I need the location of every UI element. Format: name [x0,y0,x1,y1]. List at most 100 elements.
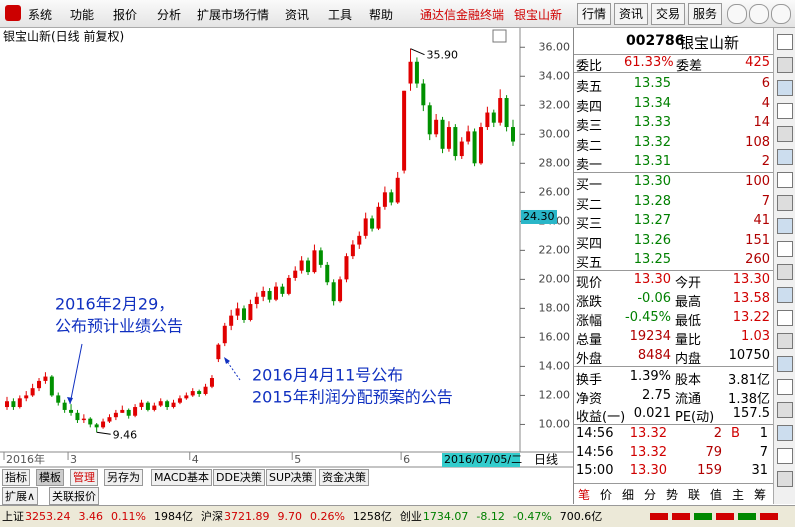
menu-button[interactable]: 交易 [651,3,685,25]
ext-tab[interactable]: 扩展∧ [2,487,39,505]
tool-icon[interactable] [777,218,793,234]
ext-tab[interactable]: 关联报价 [49,487,99,505]
menu-button[interactable]: 行情 [577,3,611,25]
menu-button[interactable]: 资讯 [614,3,648,25]
menu-button[interactable]: 服务 [688,3,722,25]
tool-icon[interactable] [777,287,793,303]
quote-cell: 换手 [576,373,603,388]
status-item: 1984亿 [153,510,193,523]
x-tick-label: 6 [403,453,410,466]
tool-icon[interactable] [777,402,793,418]
tool-icon[interactable] [777,57,793,73]
tool-icon[interactable] [777,310,793,326]
tab[interactable]: 另存为 [104,469,143,486]
candle-body [485,112,490,128]
quote-cell: 2.75 [642,387,671,403]
tab[interactable]: SUP决策 [266,469,316,486]
candle-body [434,119,439,135]
candle-body [209,378,214,387]
candle-body [395,177,400,203]
menu-item[interactable]: 资讯 [285,8,310,22]
tool-icon[interactable] [777,241,793,257]
quote-cell: 买三 [576,217,603,232]
cursor-price-box [521,209,557,224]
quote-cell: 1.38亿 [728,391,770,407]
window-control[interactable] [749,4,769,24]
tool-icon[interactable] [777,471,793,487]
menu-item[interactable]: 系统 [28,8,53,22]
candle-body [453,127,458,157]
menu-item[interactable]: 功能 [70,8,95,22]
quote-cell: 13.30 [633,174,671,189]
tool-icon[interactable] [777,149,793,165]
tab[interactable]: 模板 [36,469,64,486]
tool-icon[interactable] [777,448,793,464]
quote-cell: 最低 [675,314,702,329]
tab[interactable]: 管理 [70,469,98,486]
settings-box[interactable] [492,29,507,43]
tool-icon[interactable] [777,34,793,50]
menu-item[interactable]: 报价 [113,8,138,22]
quote-cell: 15:00 [576,463,614,478]
tool-icon[interactable] [777,80,793,96]
app-icon[interactable] [5,5,21,21]
menu-item[interactable]: 工具 [328,8,353,22]
tool-icon[interactable] [777,356,793,372]
period: 日线 [534,453,558,467]
candle-body [286,277,291,294]
menu-item[interactable]: 分析 [157,8,182,22]
candle-body [37,380,42,389]
status-item: 700.6亿 [559,510,603,523]
candle-body [152,405,157,410]
quote-tab[interactable]: 笔 [578,488,591,502]
menu-item[interactable]: 帮助 [369,8,394,22]
tool-icon[interactable] [777,172,793,188]
tab[interactable]: 指标 [2,469,30,486]
candle-body [491,112,496,123]
annotation: 2015年利润分配预案的公告 [252,388,453,407]
candle-body [133,407,138,416]
y-tick-label: 14.00 [539,359,571,372]
quote-tab[interactable]: 价 [600,488,613,502]
stock-name: 银宝山新 [679,34,740,52]
tool-icon[interactable] [777,126,793,142]
quote-cell: 13.35 [633,76,671,91]
quote-tab[interactable]: 联 [688,488,701,502]
quote-tab[interactable]: 分 [644,488,657,502]
indicator [650,513,668,520]
tool-icon[interactable] [777,264,793,280]
quote-tab[interactable]: 筹 [754,488,767,502]
tool-icon[interactable] [777,333,793,349]
cursor-date: 2016/07/05/二 [444,453,522,466]
menu-item[interactable]: 扩展市场行情 [197,8,270,22]
tool-icon[interactable] [777,195,793,211]
quote-cell: 净资 [576,391,603,407]
quote-cell: 13.30 [629,463,667,478]
menu-bar: 系统 功能 报价 分析 扩展市场行情 资讯 工具 帮助 通达信金融终端 银宝山新 行情 资讯 交易 服务 [0,0,795,28]
candle-body [197,391,202,394]
candle-body [363,218,368,236]
quote-tab[interactable]: 细 [622,488,635,502]
tool-icon[interactable] [777,103,793,119]
status-item: 上证 [2,510,24,523]
tab[interactable]: DDE决策 [213,469,265,486]
window-control[interactable] [771,4,791,24]
status-bar: 上证 3253.24 3.46 0.11% 1984亿 沪深 3721.89 9.70 0.26… [0,505,795,527]
tool-icon[interactable] [777,425,793,441]
quote-cell: 100 [745,174,770,189]
tab[interactable]: 资金决策 [319,469,369,486]
quote-tab[interactable]: 主 [732,488,745,502]
candle-body [81,418,86,421]
status-item: 沪深 [200,510,223,523]
candle-body [498,98,503,123]
status-item: 9.70 [277,510,302,523]
quote-cell: 买二 [576,197,603,213]
quote-tab[interactable]: 值 [710,488,723,502]
quote-tab[interactable]: 势 [666,488,679,502]
candle-body [511,127,515,142]
tab[interactable]: MACD基本 [151,469,212,486]
quote-cell: 13.25 [633,252,671,267]
candle-body [75,412,80,421]
tool-icon[interactable] [777,379,793,395]
window-control[interactable] [727,4,747,24]
